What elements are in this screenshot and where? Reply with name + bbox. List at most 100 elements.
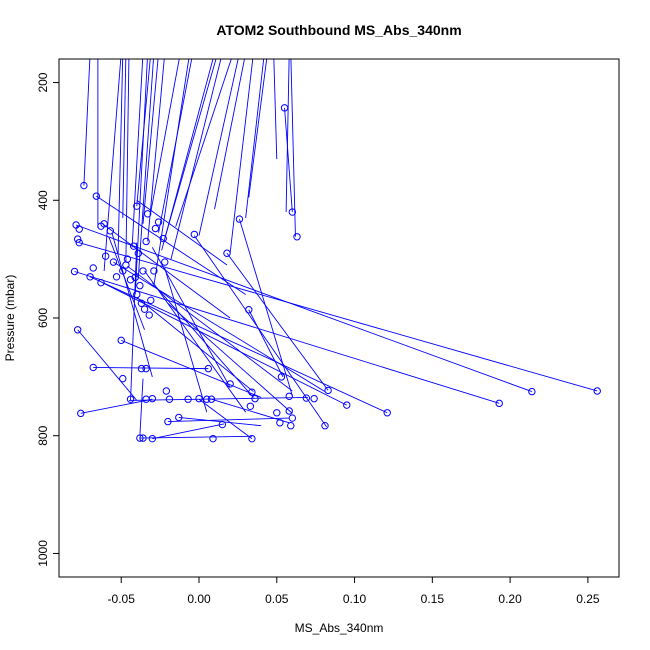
profile-line — [137, 59, 154, 277]
x-tick-label: 0.15 — [421, 592, 445, 606]
profile-line — [134, 59, 148, 295]
data-point — [89, 363, 97, 372]
data-point — [593, 387, 601, 395]
data-point — [223, 249, 231, 257]
data-point — [134, 249, 143, 257]
profile-line — [125, 59, 130, 263]
profile-line — [83, 59, 91, 186]
data-point — [119, 374, 127, 383]
profile-segment — [248, 309, 284, 378]
data-point — [285, 407, 293, 415]
x-tick-label: 0.25 — [576, 592, 600, 606]
profile-segment — [167, 302, 293, 414]
profile-line — [153, 59, 190, 286]
data-point — [92, 192, 101, 200]
data-point — [184, 395, 192, 403]
data-point — [162, 387, 171, 395]
data-point — [495, 399, 503, 408]
profile-segment — [113, 261, 326, 392]
data-point — [207, 395, 216, 403]
profile-line — [142, 59, 159, 224]
data-point — [73, 235, 82, 243]
data-point — [276, 419, 284, 427]
profile-line — [245, 59, 265, 218]
profile-segment — [152, 423, 224, 440]
data-point — [119, 267, 127, 275]
profile-segment — [130, 242, 138, 401]
data-point — [287, 422, 295, 430]
data-point — [248, 434, 256, 443]
profile-line — [150, 59, 180, 213]
data-point — [203, 395, 211, 403]
data-point — [86, 273, 94, 281]
data-point — [126, 395, 135, 403]
data-point — [273, 409, 281, 417]
data-point — [245, 306, 253, 314]
data-point — [280, 104, 289, 112]
data-point — [139, 267, 147, 275]
profile-segment — [77, 329, 138, 401]
x-tick-label: 0.00 — [187, 592, 211, 606]
y-tick-label: 400 — [36, 190, 50, 210]
data-point — [209, 434, 217, 443]
data-point — [324, 386, 332, 395]
profile-line — [164, 59, 217, 239]
profile-line — [170, 59, 222, 260]
data-point — [129, 242, 138, 250]
profile-line — [198, 59, 239, 236]
x-tick-label: 0.20 — [498, 592, 522, 606]
x-tick-label: 0.05 — [265, 592, 289, 606]
data-point — [277, 373, 286, 381]
data-point — [137, 299, 146, 307]
y-axis-label: Pressure (mbar) — [3, 275, 17, 362]
data-point — [190, 230, 199, 239]
profile-segment — [198, 398, 253, 440]
data-point — [143, 210, 152, 218]
profile-segment — [127, 265, 293, 392]
data-point — [109, 258, 118, 266]
data-point — [310, 394, 318, 403]
profile-segment — [144, 270, 247, 413]
profile-segment — [102, 223, 231, 319]
data-point — [528, 387, 536, 396]
data-point — [164, 417, 172, 426]
profile-segment — [80, 398, 153, 414]
profile-segment — [178, 417, 262, 427]
data-point — [140, 305, 149, 313]
data-point — [133, 290, 141, 299]
data-layer — [70, 59, 601, 443]
profile-segment — [75, 224, 533, 393]
data-point — [321, 422, 329, 430]
data-point — [151, 224, 160, 233]
data-point — [77, 409, 85, 418]
y-tick-label: 200 — [36, 72, 50, 92]
data-point — [246, 402, 255, 410]
profile-line — [229, 59, 254, 254]
y-tick-label: 800 — [36, 425, 50, 445]
plot-frame — [58, 58, 620, 578]
x-axis-label: MS_Abs_340nm — [295, 621, 384, 635]
data-point — [161, 258, 169, 266]
y-tick-label: 1000 — [36, 540, 50, 567]
data-point — [117, 336, 125, 345]
profile-line — [285, 59, 290, 213]
y-tick-label: 600 — [36, 308, 50, 328]
profile-segment — [128, 397, 308, 401]
data-point — [142, 364, 150, 373]
data-point — [288, 208, 297, 216]
profile-line — [248, 59, 268, 198]
data-point — [131, 273, 139, 282]
data-point — [75, 238, 83, 247]
profile-segment — [139, 378, 144, 436]
profile-segment — [226, 252, 329, 391]
data-point — [137, 364, 146, 373]
data-point — [147, 296, 155, 305]
data-point — [148, 434, 157, 443]
data-point — [226, 380, 234, 388]
profile-line — [103, 59, 122, 271]
data-point — [112, 273, 121, 281]
data-point — [343, 401, 351, 409]
profile-line — [117, 59, 124, 254]
profile-line — [158, 59, 193, 233]
data-point — [106, 227, 115, 235]
